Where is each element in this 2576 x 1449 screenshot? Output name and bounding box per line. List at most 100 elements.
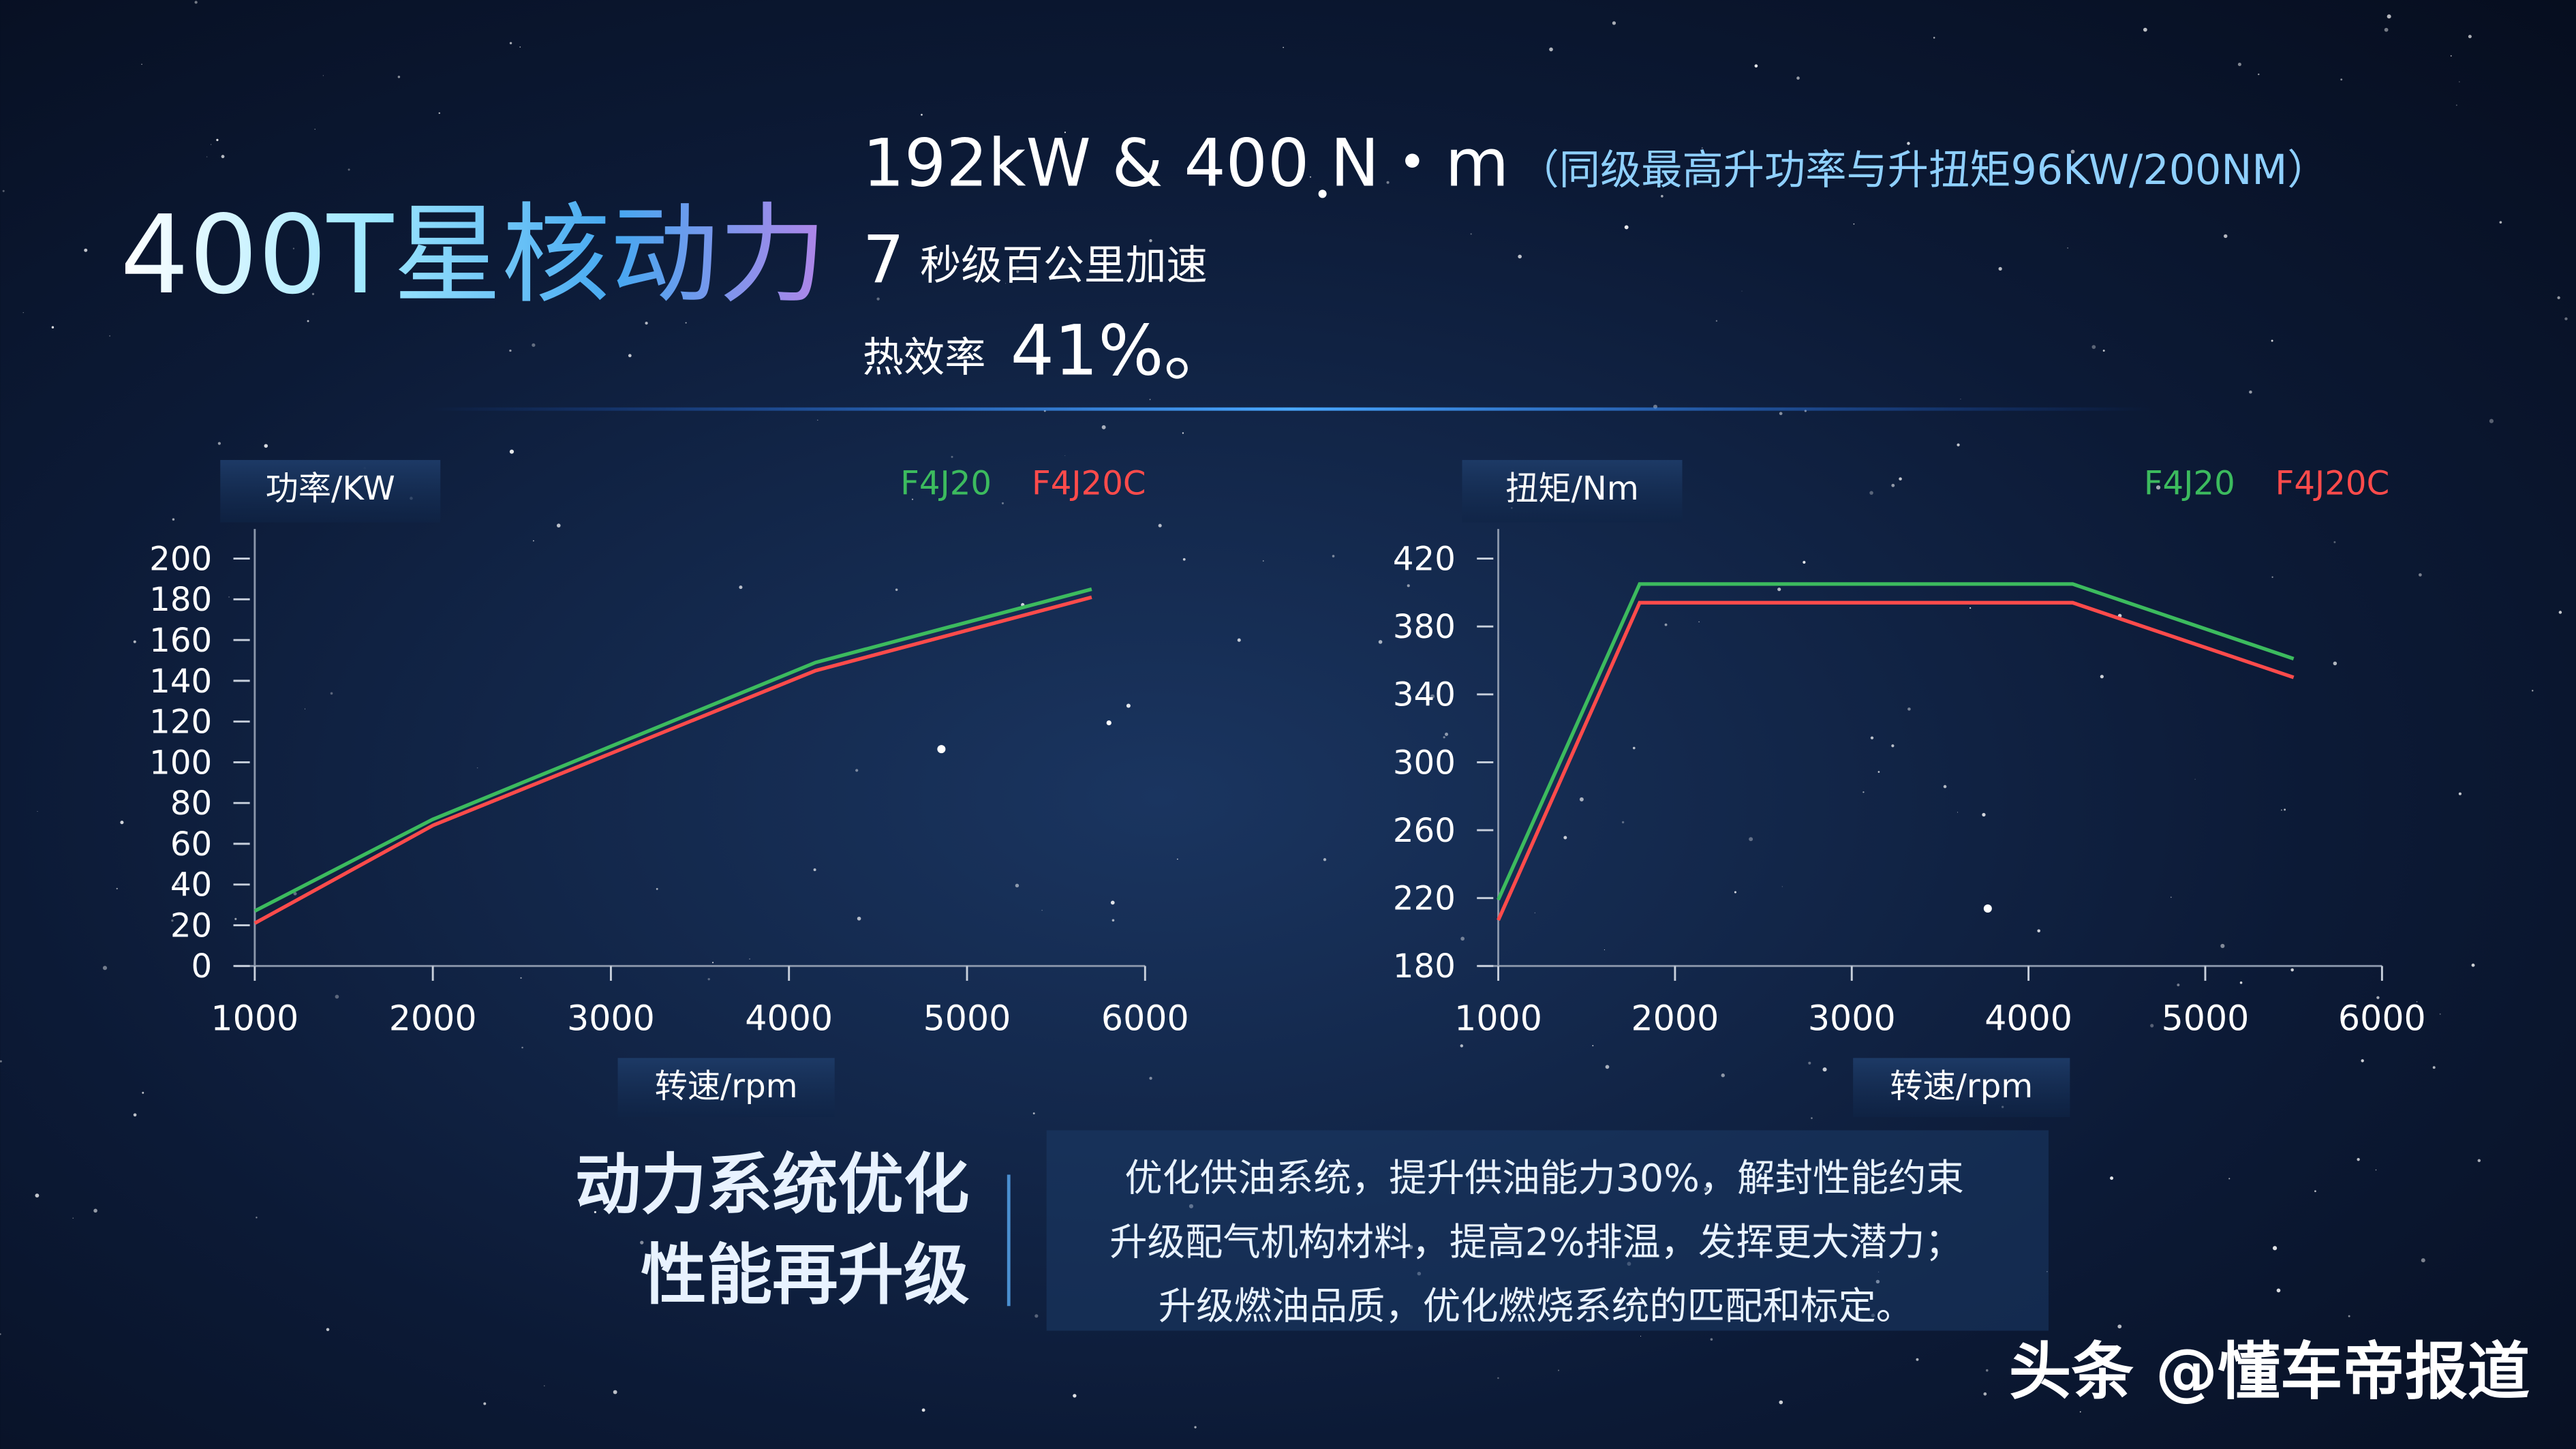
star	[855, 769, 859, 772]
star	[876, 297, 880, 301]
star	[120, 821, 124, 825]
star	[1779, 1400, 1783, 1405]
star	[1869, 491, 1873, 495]
star	[1701, 147, 1703, 149]
legend-entry: F4J20	[900, 465, 992, 503]
star	[2357, 1158, 2360, 1161]
star	[217, 442, 221, 445]
star	[2117, 1324, 2122, 1329]
star	[0, 1060, 2, 1063]
star	[2100, 675, 2104, 679]
star	[1126, 703, 1131, 708]
star	[228, 596, 230, 598]
y-tick-label: 40	[170, 866, 212, 904]
star	[1604, 949, 1605, 951]
star	[556, 523, 561, 528]
star	[1640, 1335, 1642, 1337]
star	[1177, 858, 1178, 860]
star	[613, 1390, 617, 1394]
star	[921, 114, 923, 116]
star	[2110, 1176, 2114, 1180]
chart: 扭矩/Nm 转速/rpm 180 220 260 300 340 380 420 1000 2000…	[1393, 459, 2426, 1118]
star	[1749, 837, 1753, 842]
star	[93, 1208, 97, 1213]
star	[2091, 345, 2096, 350]
x-label-box	[1853, 1058, 2070, 1118]
y-tick-label: 180	[149, 581, 212, 619]
star	[2564, 317, 2568, 320]
star	[1969, 607, 1972, 609]
accel-value: 7	[863, 222, 904, 299]
x-axis-label: 转速/rpm	[655, 1067, 798, 1105]
star	[2421, 1258, 2425, 1263]
star	[1803, 560, 1806, 564]
star	[2558, 611, 2562, 614]
star	[895, 588, 898, 592]
star	[1612, 21, 1616, 25]
star	[2532, 690, 2534, 692]
summary-heading: 动力系统优化	[575, 1147, 969, 1223]
star	[2150, 1024, 2154, 1028]
star	[1891, 483, 1895, 487]
star	[72, 1217, 74, 1219]
star	[256, 1217, 258, 1219]
star	[1041, 910, 1043, 911]
x-label-box	[617, 1058, 835, 1118]
star	[1870, 736, 1874, 739]
star	[2384, 27, 2389, 32]
watermark: 头条 @懂车帝报道	[2009, 1335, 2530, 1408]
star	[857, 916, 861, 921]
star	[1182, 432, 1184, 434]
star	[84, 248, 88, 252]
star	[172, 518, 175, 521]
star	[519, 46, 521, 48]
star	[1899, 477, 1902, 481]
star	[2348, 1315, 2350, 1317]
star	[2079, 1411, 2081, 1413]
star	[1715, 320, 1718, 322]
star	[817, 419, 818, 421]
y-tick-label: 60	[170, 825, 212, 864]
star	[1182, 558, 1186, 561]
y-label-box	[220, 459, 441, 523]
star	[656, 887, 658, 890]
spec-note: （同级最高升功率与升扭矩96KW/200NM）	[1518, 147, 2328, 194]
star	[2259, 167, 2261, 169]
star	[2281, 809, 2282, 811]
star	[1579, 797, 1584, 802]
star	[1283, 46, 1284, 48]
star	[594, 1210, 596, 1214]
star	[2194, 778, 2196, 780]
star	[1877, 771, 1880, 773]
star	[194, 1, 198, 4]
star	[0, 1333, 1, 1335]
star	[483, 1402, 487, 1405]
star	[1933, 184, 1936, 187]
star	[2432, 1066, 2436, 1069]
x-tick-label: 1000	[211, 998, 298, 1038]
star	[533, 540, 534, 542]
star	[937, 745, 946, 754]
star	[2387, 14, 2391, 19]
star	[813, 868, 816, 872]
star	[1891, 744, 1895, 748]
star	[326, 1328, 330, 1332]
star	[2284, 808, 2286, 811]
star	[509, 449, 515, 454]
star	[2228, 1178, 2230, 1180]
star	[1983, 1392, 1987, 1396]
star	[264, 444, 268, 448]
star	[206, 156, 208, 157]
y-label-box	[1462, 459, 1683, 523]
star	[37, 810, 38, 812]
x-tick-label: 2000	[1631, 998, 1719, 1038]
star	[1460, 936, 1465, 941]
x-axis-label: 转速/rpm	[1890, 1067, 2033, 1105]
star	[521, 1046, 523, 1049]
legend-entry: F4J20C	[1032, 465, 1146, 503]
star	[1811, 1117, 1813, 1119]
y-axis-label: 扭矩/Nm	[1505, 470, 1639, 508]
